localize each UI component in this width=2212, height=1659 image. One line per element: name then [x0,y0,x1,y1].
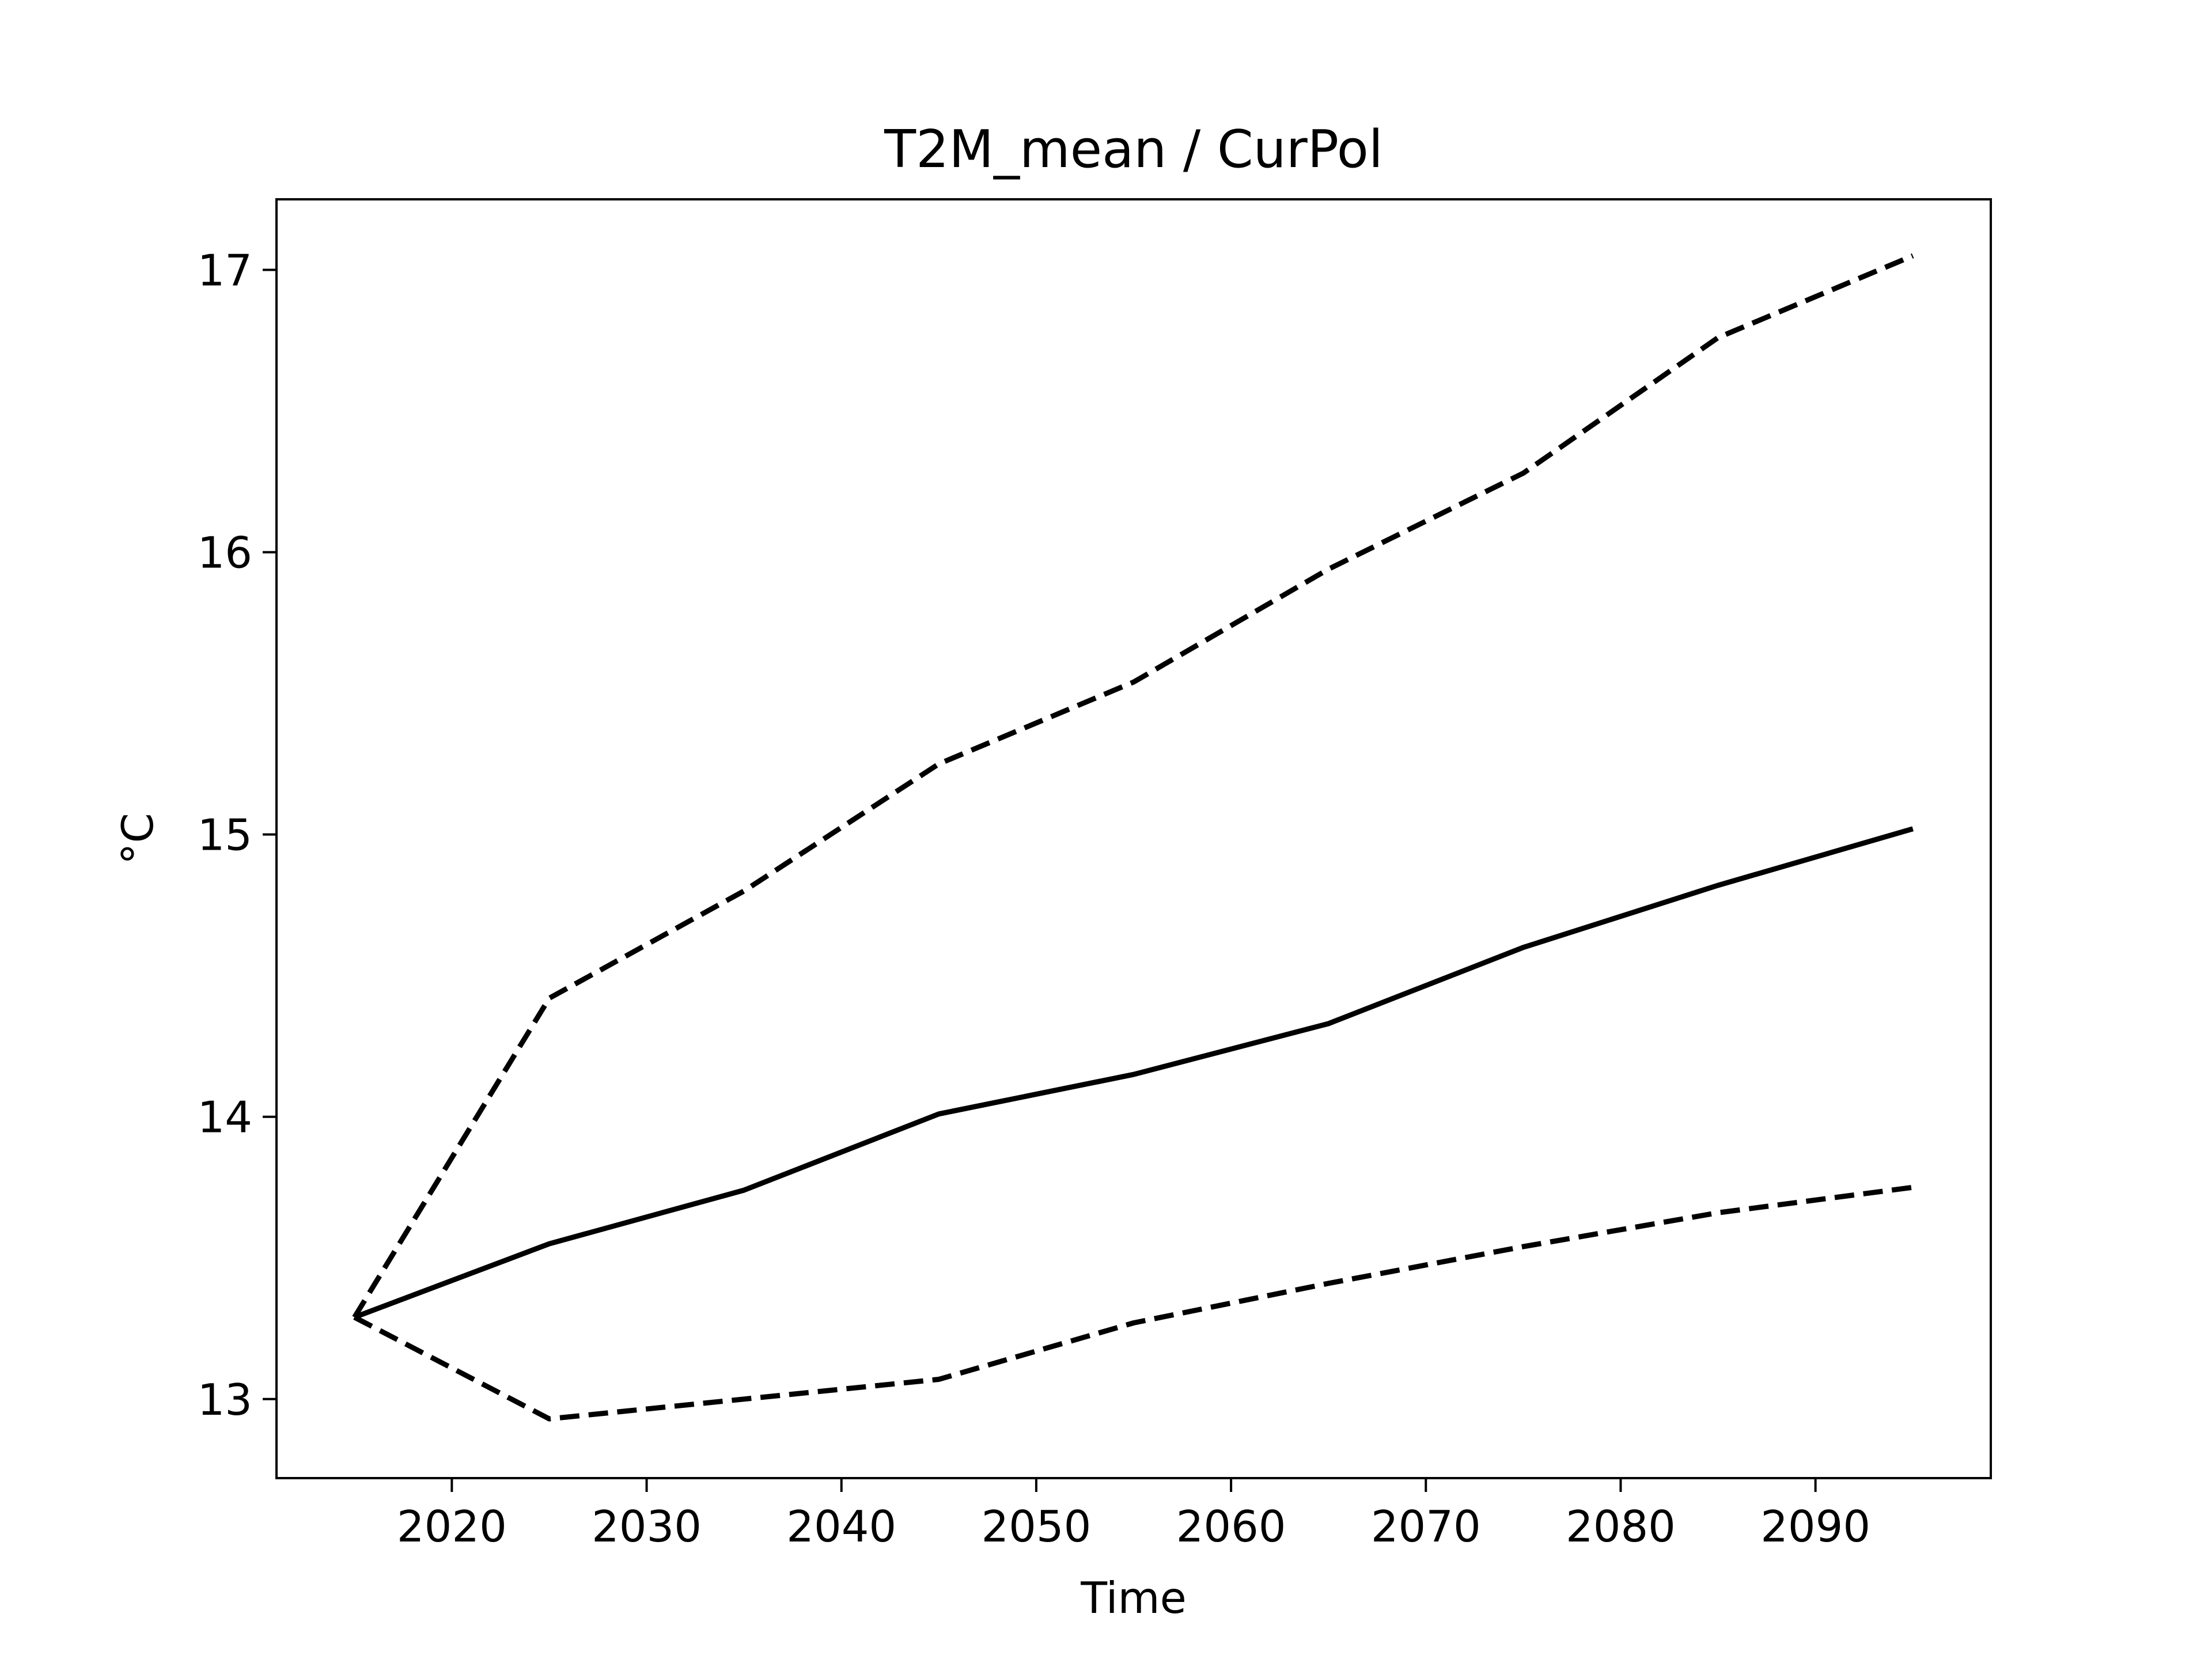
x-tick-label: 2040 [786,1501,896,1552]
x-tick-label: 2030 [592,1501,702,1552]
y-tick-label: 13 [198,1374,252,1425]
x-tick-label: 2080 [1566,1501,1676,1552]
x-tick-label: 2020 [397,1501,507,1552]
chart-title: T2M_mean / CurPol [884,119,1383,180]
x-axis-ticks: 2020 2030 2040 2050 2060 2070 2080 2090 [397,1478,1870,1552]
y-axis-ticks: 13 14 15 16 17 [198,245,276,1425]
y-tick-label: 15 [198,810,252,861]
x-tick-label: 2090 [1760,1501,1870,1552]
x-axis-title: Time [1080,1573,1187,1623]
y-axis-title: °C [112,813,163,865]
plot-frame [275,198,1992,1479]
series-layer [352,253,1914,1422]
x-tick-label: 2050 [981,1501,1091,1552]
y-tick-label: 17 [198,245,252,296]
x-tick-label: 2060 [1176,1501,1286,1552]
dashed-series-line-2 [353,1184,1914,1422]
solid-series-line-1 [353,826,1914,1320]
x-tick-label: 2070 [1371,1501,1481,1552]
y-tick-label: 16 [198,528,252,578]
y-tick-label: 14 [198,1092,252,1143]
dashed-series-line-0 [352,253,1914,1319]
